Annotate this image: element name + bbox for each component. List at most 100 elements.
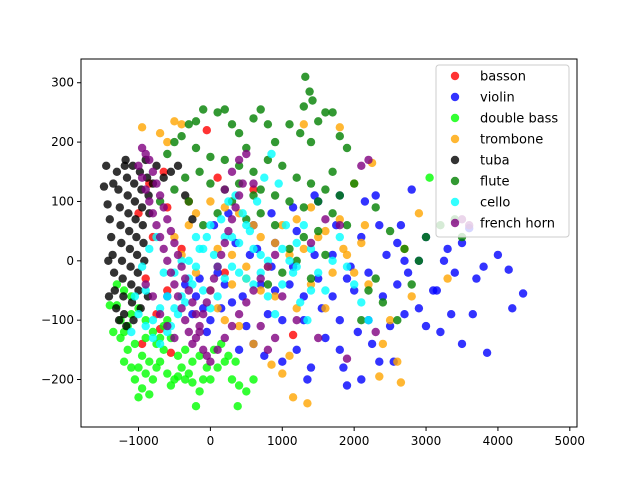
data-point [242, 321, 251, 331]
x-axis: −1000 0 1000 2000 3000 4000 5000 [118, 427, 585, 448]
legend-marker [450, 92, 460, 102]
data-point [245, 226, 255, 236]
data-point [256, 268, 265, 277]
data-point [155, 191, 165, 200]
data-point [220, 333, 229, 343]
data-point [357, 232, 366, 242]
data-point [457, 238, 467, 248]
data-point [314, 274, 323, 283]
data-point [260, 173, 269, 182]
data-point [137, 203, 147, 212]
data-point [220, 185, 229, 194]
legend-item: basson [450, 70, 526, 85]
data-point [468, 310, 477, 319]
data-point [242, 274, 251, 283]
data-point [278, 244, 287, 254]
data-point [191, 117, 201, 126]
data-point [285, 120, 294, 129]
data-point [292, 316, 301, 325]
legend-marker [450, 71, 460, 81]
data-point [403, 268, 413, 277]
data-point [148, 292, 158, 301]
data-point [199, 244, 208, 254]
data-point [145, 197, 154, 206]
data-point [436, 327, 445, 337]
data-point [177, 363, 186, 372]
data-point [163, 369, 172, 378]
data-point [206, 375, 215, 384]
data-point [270, 310, 280, 319]
data-point [159, 268, 168, 277]
data-point [249, 280, 258, 289]
data-point [306, 203, 316, 212]
data-point [263, 345, 273, 354]
data-point [382, 250, 391, 260]
data-point [234, 345, 244, 354]
data-point [220, 238, 229, 248]
data-point [339, 363, 348, 372]
data-point [414, 304, 424, 313]
data-point [199, 286, 208, 295]
data-point [137, 173, 147, 182]
data-point [148, 375, 158, 384]
data-point [321, 333, 330, 343]
x-tick-label: 3000 [411, 434, 442, 448]
data-point [127, 327, 136, 337]
data-point [227, 298, 237, 307]
data-point [270, 286, 280, 295]
data-point [256, 185, 265, 194]
data-point [122, 173, 132, 182]
data-point [306, 363, 316, 372]
data-point [217, 250, 226, 260]
data-point [170, 238, 179, 248]
data-point [393, 357, 402, 366]
data-point [414, 209, 424, 218]
data-point [220, 268, 229, 277]
y-axis: −200 −100 0 100 200 300 [41, 76, 81, 387]
data-point [199, 105, 208, 114]
data-point [263, 292, 273, 301]
data-point [141, 369, 150, 378]
data-point [202, 327, 211, 337]
data-point [199, 375, 208, 384]
data-point [321, 226, 330, 236]
data-point [173, 250, 183, 260]
data-point [213, 363, 222, 372]
data-point [292, 215, 301, 224]
data-point [400, 256, 409, 265]
data-point [115, 203, 125, 212]
legend: basson violin double bass trombone tuba flute… [435, 64, 570, 238]
data-point [220, 316, 229, 325]
data-point [292, 256, 301, 265]
data-point [133, 268, 142, 277]
data-point [364, 286, 373, 295]
data-point [127, 280, 136, 289]
data-point [285, 197, 294, 206]
data-point [170, 280, 179, 289]
data-point [303, 375, 312, 384]
data-point [292, 262, 301, 271]
data-point [242, 262, 251, 271]
data-point [314, 268, 323, 277]
data-point [155, 304, 165, 313]
data-point [202, 298, 211, 307]
data-point [364, 268, 373, 277]
data-point [479, 262, 488, 271]
data-point [116, 333, 125, 343]
data-point [306, 286, 316, 295]
data-point [447, 310, 456, 319]
data-point [493, 250, 503, 260]
data-point [166, 226, 176, 236]
data-point [173, 161, 183, 170]
data-point [263, 256, 273, 265]
data-point [249, 375, 258, 384]
legend-item: double bass [450, 112, 558, 127]
data-point [119, 310, 129, 319]
data-point [141, 321, 150, 331]
data-point [206, 286, 215, 295]
data-point [328, 256, 337, 265]
data-point [396, 378, 406, 387]
data-point [104, 256, 113, 265]
data-point [173, 351, 183, 360]
